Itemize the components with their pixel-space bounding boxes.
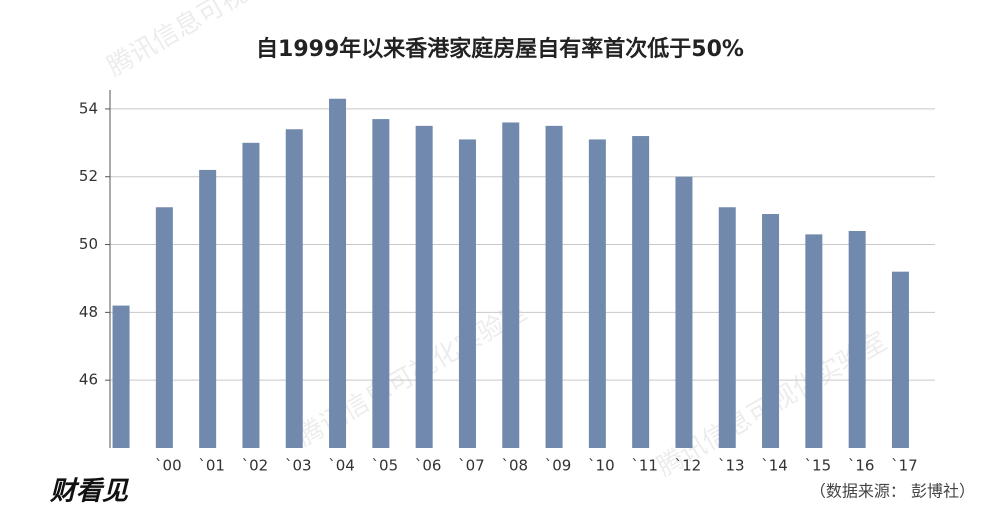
bar bbox=[199, 169, 217, 449]
bar bbox=[762, 214, 780, 448]
bar bbox=[415, 125, 433, 448]
bar bbox=[329, 98, 347, 449]
x-tick-label: `16 bbox=[848, 457, 875, 475]
x-tick-label: `13 bbox=[718, 457, 745, 475]
chart-title: 自1999年以来香港家庭房屋自有率首次低于50% bbox=[256, 36, 744, 62]
x-tick-label: `14 bbox=[761, 457, 788, 475]
bar bbox=[112, 305, 130, 448]
bar bbox=[718, 207, 736, 448]
y-tick-label: 54 bbox=[79, 99, 98, 117]
bar bbox=[545, 125, 563, 448]
x-tick-label: `08 bbox=[501, 457, 528, 475]
logo: 财看见 bbox=[49, 477, 129, 507]
bar bbox=[675, 176, 693, 448]
x-tick-label: `10 bbox=[588, 457, 615, 475]
x-tick-label: `12 bbox=[675, 457, 702, 475]
bar bbox=[588, 139, 606, 448]
bar bbox=[372, 119, 390, 448]
x-tick-label: `17 bbox=[891, 457, 918, 475]
x-tick-label: `11 bbox=[631, 457, 658, 475]
x-tick-label: `02 bbox=[242, 457, 269, 475]
watermark: 腾讯信息可视化实验室 bbox=[292, 297, 532, 453]
x-tick-label: `04 bbox=[328, 457, 355, 475]
y-tick-label: 48 bbox=[79, 303, 98, 321]
bar bbox=[155, 207, 173, 448]
x-tick-label: `07 bbox=[458, 457, 485, 475]
x-tick-label: `09 bbox=[545, 457, 572, 475]
bar bbox=[502, 122, 520, 449]
x-tick-label: `01 bbox=[198, 457, 225, 475]
x-tick-label: `06 bbox=[415, 457, 442, 475]
bar bbox=[805, 234, 823, 448]
y-tick-label: 52 bbox=[79, 167, 98, 185]
bar bbox=[848, 230, 866, 448]
x-tick-label: `00 bbox=[155, 457, 182, 475]
bar bbox=[458, 139, 476, 448]
x-tick-label: `05 bbox=[372, 457, 399, 475]
x-tick-label: `15 bbox=[805, 457, 832, 475]
bar bbox=[632, 136, 650, 448]
y-tick-label: 46 bbox=[79, 371, 98, 389]
bar bbox=[891, 271, 909, 448]
bar bbox=[285, 129, 303, 448]
x-tick-label: `03 bbox=[285, 457, 312, 475]
source-note: （数据来源： 彭博社） bbox=[810, 482, 975, 501]
y-tick-label: 50 bbox=[79, 235, 98, 253]
bar bbox=[242, 142, 260, 448]
